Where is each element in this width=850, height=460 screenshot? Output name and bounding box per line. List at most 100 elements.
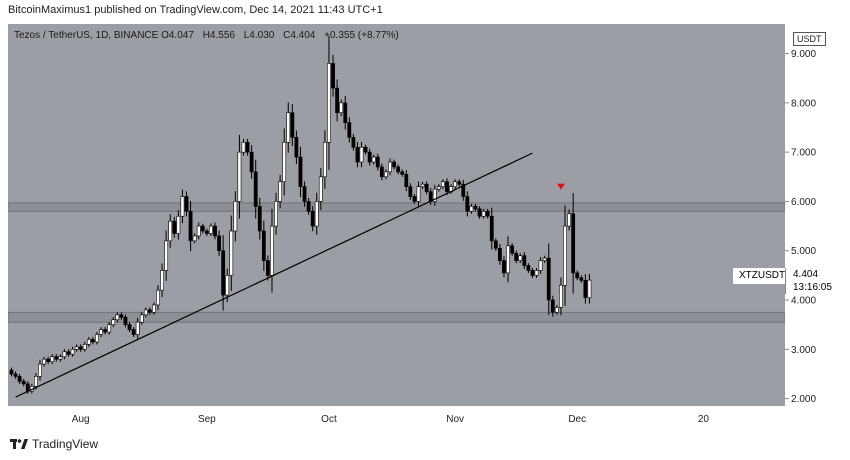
candle-body: [400, 171, 405, 175]
candle-body: [176, 215, 181, 234]
candle-body: [192, 235, 197, 242]
candle-body: [408, 186, 413, 197]
ohlc-close-label: C: [283, 30, 291, 41]
candle-body: [379, 166, 384, 178]
support-zone: [8, 311, 785, 323]
candle-body: [404, 174, 409, 187]
candle-body: [522, 255, 527, 266]
candle-body: [131, 329, 136, 335]
candle-body: [542, 257, 547, 261]
candle-body: [78, 346, 83, 350]
candle-body: [485, 211, 490, 217]
candle-body: [66, 351, 71, 355]
candle-body: [428, 191, 433, 202]
candle-body: [123, 316, 128, 325]
y-tick-label: 7.000: [791, 148, 816, 159]
candle-body: [17, 376, 22, 382]
candle-body: [477, 208, 482, 217]
time-axis[interactable]: Aug Sep Oct Nov Dec 20: [8, 406, 785, 428]
chart-plot-area[interactable]: Tezos / TetherUS, 1D, BINANCE O4.047 H4.…: [8, 24, 785, 406]
candle-body: [294, 137, 299, 158]
price-axis-svg: 2.000 3.000 4.000 5.000 6.000 7.000 8.000 9.000: [785, 49, 816, 405]
candle-body: [347, 122, 352, 138]
price-axis[interactable]: 2.000 3.000 4.000 5.000 6.000 7.000 8.000 9.000: [785, 24, 842, 406]
candle-body: [103, 329, 108, 333]
candle-body: [209, 225, 213, 234]
candle-body: [34, 376, 38, 387]
candle-body: [489, 215, 494, 242]
candle-body: [95, 334, 99, 343]
x-tick-label: Nov: [446, 414, 464, 425]
candle-body: [314, 201, 319, 227]
candle-body: [412, 196, 417, 202]
candle-body: [302, 186, 307, 202]
candle-body: [473, 206, 478, 210]
candle-body: [233, 201, 238, 232]
y-tick-label: 3.000: [791, 345, 816, 356]
ohlc-close: C4.404: [283, 30, 315, 41]
candle-body: [534, 270, 539, 276]
publish-header: BitcoinMaximus1 published on TradingView…: [8, 4, 383, 16]
x-tick-label: Dec: [568, 414, 586, 425]
candle-body: [481, 211, 486, 217]
candle-body: [575, 272, 580, 279]
ohlc-high-value: 4.556: [209, 30, 235, 41]
candle-body: [42, 358, 46, 365]
candle-body: [119, 314, 124, 318]
currency-button[interactable]: USDT: [793, 32, 826, 46]
candle-body: [286, 112, 291, 143]
candle-body: [257, 206, 262, 232]
candle-body: [58, 356, 63, 360]
candle-body: [213, 225, 217, 237]
x-tick-label: 20: [698, 414, 710, 425]
candlestick-chart[interactable]: [8, 24, 785, 406]
candle-body: [420, 183, 425, 187]
tradingview-footer[interactable]: TradingView: [10, 437, 98, 451]
candle-body: [270, 225, 274, 276]
candle-body: [91, 339, 95, 343]
candle-body: [355, 146, 360, 163]
y-tick-label: 9.000: [791, 49, 816, 60]
candle-body: [241, 141, 246, 153]
candle-body: [156, 289, 160, 306]
candle-body: [343, 102, 348, 123]
candle-body: [306, 201, 311, 212]
candle-body: [21, 381, 26, 385]
candle-body: [237, 151, 242, 202]
candle-body: [74, 346, 79, 350]
sell-signal-marker: [556, 183, 565, 190]
candle-body: [298, 156, 303, 187]
candle-body: [359, 146, 364, 163]
candle-body: [538, 260, 543, 271]
candle-body: [249, 151, 254, 173]
candle-body: [497, 247, 502, 261]
candle-body: [266, 260, 270, 276]
candle-body: [445, 181, 449, 192]
candle-body: [502, 260, 506, 274]
candle-body: [396, 166, 401, 173]
time-axis-svg: Aug Sep Oct Nov Dec 20: [72, 414, 710, 425]
ohlc-open-value: 4.047: [168, 30, 194, 41]
x-tick-label: Sep: [198, 414, 216, 425]
tradingview-logo-icon: [10, 439, 28, 449]
candle-body: [160, 270, 164, 291]
candle-body: [82, 344, 87, 350]
candle-body: [530, 270, 535, 276]
candle-body: [274, 201, 278, 227]
candle-body: [339, 102, 344, 114]
ohlc-open: O4.047: [161, 30, 194, 41]
candle-body: [441, 181, 445, 187]
candle-body: [550, 299, 555, 313]
symbol-price-label: XTZUSDT: [733, 268, 792, 284]
candle-body: [583, 280, 588, 298]
candle-body: [221, 250, 226, 296]
candle-body: [38, 363, 42, 377]
ohlc-low-label: L: [243, 30, 250, 41]
bar-countdown: 13:16:05: [793, 282, 832, 293]
ohlc-high-label: H: [202, 30, 210, 41]
candle-body: [546, 257, 551, 301]
ohlc-low: L4.030: [244, 30, 275, 41]
candle-body: [62, 351, 67, 358]
x-tick-label: Aug: [72, 414, 90, 425]
candle-body: [375, 156, 380, 168]
